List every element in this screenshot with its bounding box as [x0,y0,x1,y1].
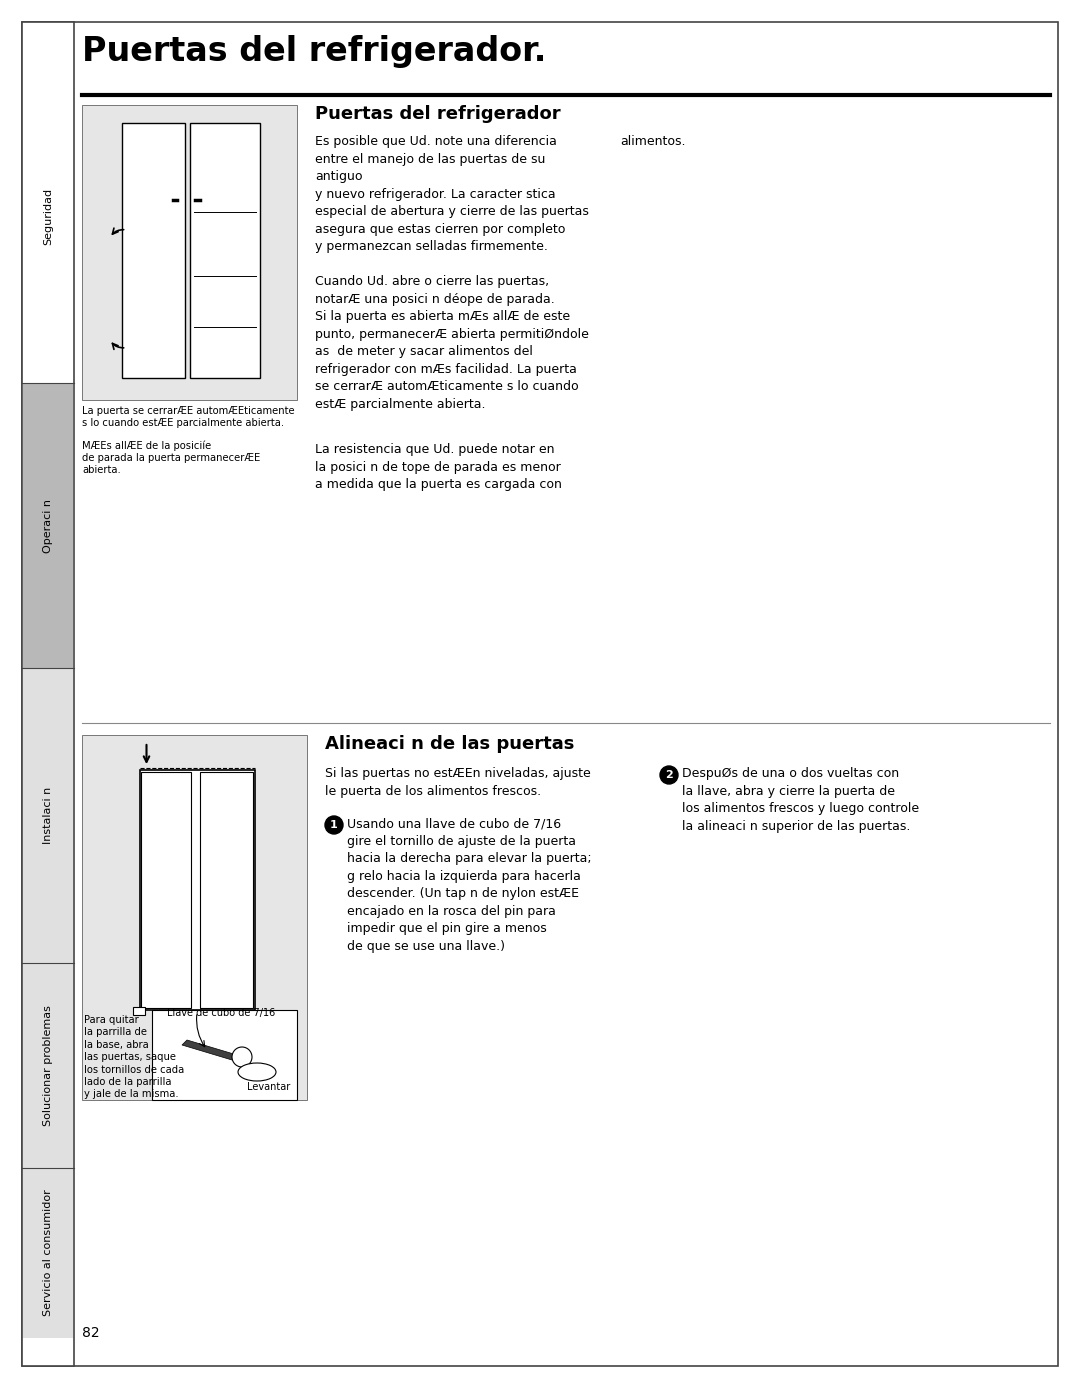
Bar [121,124,185,378]
Text: Servicio al consumidor: Servicio al consumidor [43,1190,53,1316]
Text: Si las puertas no estÆEn niveladas, ajuste
le puerta de los alimentos frescos.: Si las puertas no estÆEn niveladas, ajus… [325,768,591,798]
Bar [23,383,73,668]
Text: Solucionar problemas: Solucionar problemas [43,1005,53,1126]
Text: Puertas del refrigerador.: Puertas del refrigerador. [82,35,546,68]
Text: 82: 82 [82,1326,99,1339]
Text: La resistencia que Ud. puede notar en
la posici n de tope de parada es menor
a m: La resistencia que Ud. puede notar en la… [315,443,562,491]
Polygon shape [183,1040,237,1060]
Circle shape [325,816,343,834]
Text: Levantar: Levantar [247,1083,291,1092]
Bar [133,1008,145,1015]
Text: DespuØs de una o dos vueltas con
la llave, abra y cierre la puerta de
los alimen: DespuØs de una o dos vueltas con la llav… [681,768,919,833]
Bar [139,770,255,1010]
Text: Operaci n: Operaci n [43,498,53,552]
Bar [23,1167,73,1338]
Text: La puerta se cerrarÆE automÆEticamente
s lo cuando estÆE parcialmente abierta.: La puerta se cerrarÆE automÆEticamente s… [82,407,295,429]
Bar [82,736,307,1101]
Bar [200,772,253,1008]
Bar [140,772,190,1008]
Circle shape [660,766,678,784]
Circle shape [232,1047,252,1067]
Bar [189,124,259,378]
Bar [82,105,297,400]
Text: Alineaci n de las puertas: Alineaci n de las puertas [325,736,575,754]
Bar [152,1010,297,1101]
Text: Para quitar
la parrilla de
la base, abra
las puertas, saque
los tornillos de cad: Para quitar la parrilla de la base, abra… [84,1015,185,1099]
Text: Cuando Ud. abre o cierre las puertas,
notarÆ una posici n déope de parada.
Si la: Cuando Ud. abre o cierre las puertas, no… [315,275,589,411]
Text: Usando una llave de cubo de 7/16
gire el tornillo de ajuste de la puerta
hacia l: Usando una llave de cubo de 7/16 gire el… [347,818,592,952]
Text: Seguridad: Seguridad [43,187,53,246]
Text: Instalaci n: Instalaci n [43,787,53,844]
Text: MÆEs allÆE de la posiciíe
de parada la puerta permanecerÆE
abierta.: MÆEs allÆE de la posiciíe de parada la p… [82,440,260,475]
Text: Es posible que Ud. note una diferencia
entre el manejo de las puertas de su
anti: Es posible que Ud. note una diferencia e… [315,135,589,253]
Text: Llave de cubo de 7/16: Llave de cubo de 7/16 [167,1008,275,1017]
Text: 2: 2 [665,770,673,780]
Ellipse shape [238,1063,276,1081]
Bar [23,963,73,1167]
Bar [23,668,73,963]
Text: Puertas del refrigerador: Puertas del refrigerador [315,105,561,124]
Text: 1: 1 [330,820,338,830]
Text: alimentos.: alimentos. [620,135,686,149]
Bar [22,22,75,1366]
